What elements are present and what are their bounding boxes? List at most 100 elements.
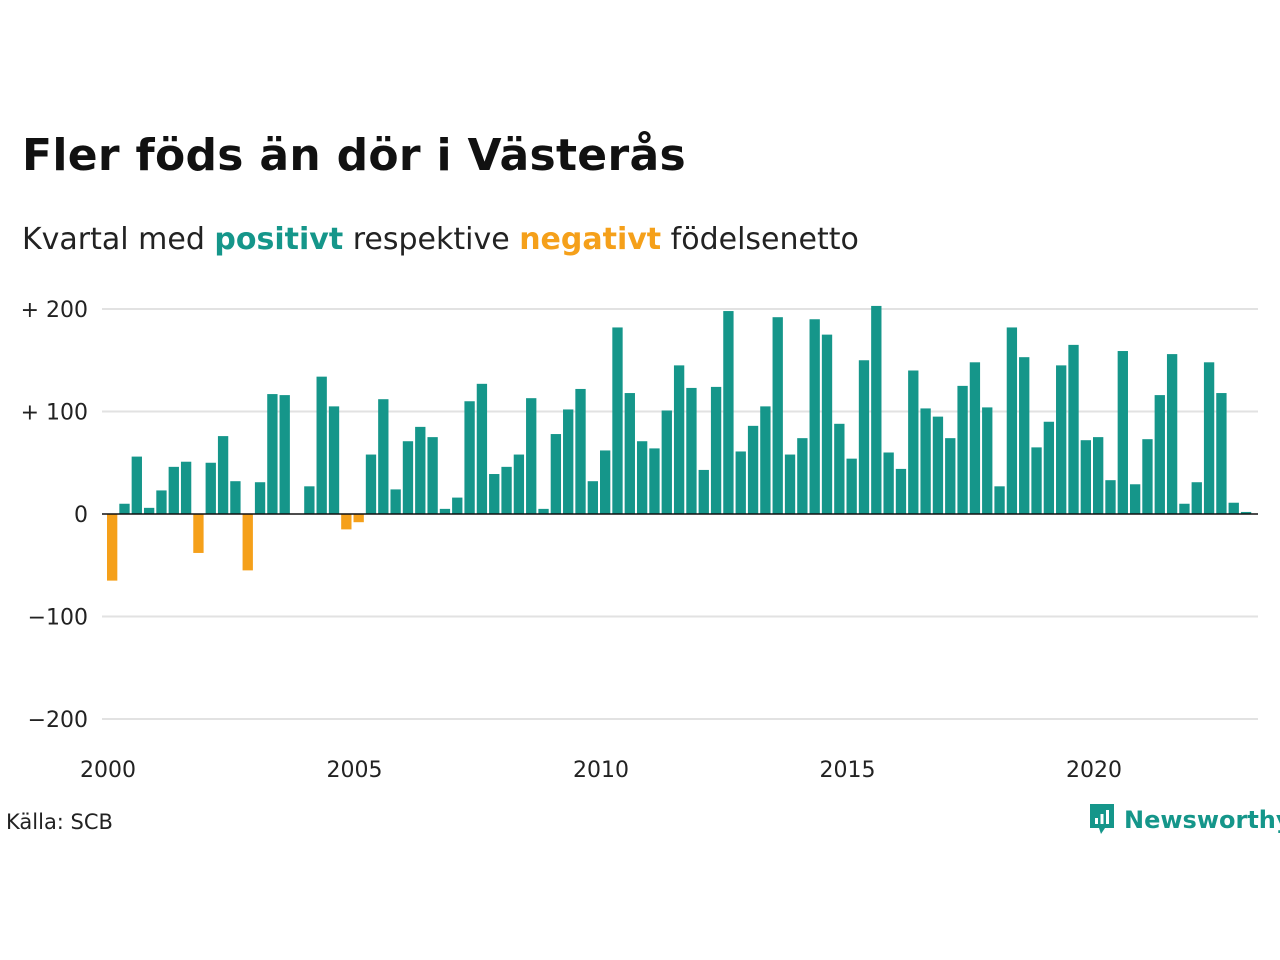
bar-2015-Q4 bbox=[883, 452, 894, 514]
bar-2010-Q4 bbox=[636, 441, 648, 514]
bar-2016-Q4 bbox=[932, 416, 944, 514]
bar-2021-Q1 bbox=[1142, 439, 1153, 514]
subtitle-middle: respektive bbox=[343, 222, 520, 257]
bar-2002-Q2 bbox=[217, 436, 229, 514]
bar-2016-Q2 bbox=[908, 370, 919, 514]
bar-2010-Q1 bbox=[600, 450, 611, 514]
bar-2019-Q3 bbox=[1068, 344, 1079, 514]
bar-2022-Q1 bbox=[1191, 482, 1202, 514]
bar-2022-Q3 bbox=[1216, 393, 1227, 514]
bar-2012-Q1 bbox=[698, 469, 709, 514]
bar-2013-Q2 bbox=[760, 406, 771, 514]
bar-2017-Q2 bbox=[957, 385, 968, 514]
bar-2016-Q3 bbox=[920, 408, 931, 514]
bar-2020-Q4 bbox=[1129, 484, 1141, 514]
y-tick-label: −100 bbox=[28, 606, 88, 631]
bar-2009-Q3 bbox=[575, 388, 586, 514]
source-note: Källa: SCB bbox=[6, 810, 113, 834]
bar-2007-Q4 bbox=[489, 474, 500, 514]
bar-2003-Q1 bbox=[254, 482, 266, 514]
bar-2012-Q3 bbox=[723, 311, 734, 514]
bar-2016-Q1 bbox=[895, 468, 907, 514]
bar-2018-Q2 bbox=[1006, 327, 1018, 514]
bar-2014-Q4 bbox=[834, 423, 845, 514]
bar-2006-Q2 bbox=[415, 426, 426, 514]
bar-2007-Q1 bbox=[452, 497, 463, 514]
bar-2020-Q1 bbox=[1093, 437, 1104, 514]
y-tick-label: + 200 bbox=[21, 298, 88, 323]
bar-2001-Q3 bbox=[180, 461, 192, 514]
bar-2001-Q1 bbox=[156, 490, 167, 514]
bar-2001-Q4 bbox=[193, 514, 204, 553]
bar-2000-Q1 bbox=[107, 514, 118, 581]
bar-2011-Q4 bbox=[686, 387, 697, 514]
bar-2020-Q2 bbox=[1105, 480, 1116, 514]
bar-2013-Q1 bbox=[747, 425, 759, 514]
bar-2011-Q2 bbox=[661, 410, 672, 514]
bar-2006-Q1 bbox=[402, 441, 414, 514]
bar-2014-Q2 bbox=[809, 319, 820, 514]
bar-2004-Q1 bbox=[304, 486, 315, 514]
bar-2008-Q2 bbox=[513, 454, 525, 514]
y-tick-label: −200 bbox=[28, 708, 88, 733]
bar-2000-Q3 bbox=[131, 456, 142, 514]
subtitle-suffix: födelsenetto bbox=[661, 222, 859, 257]
bar-2012-Q2 bbox=[710, 386, 722, 514]
x-tick-label: 2005 bbox=[327, 758, 383, 783]
x-tick-label: 2015 bbox=[820, 758, 876, 783]
subtitle-prefix: Kvartal med bbox=[22, 222, 215, 257]
bar-2009-Q1 bbox=[550, 434, 562, 514]
bar-2013-Q3 bbox=[772, 317, 783, 514]
bar-2018-Q3 bbox=[1019, 357, 1030, 514]
brand-logo: Newsworthy bbox=[1088, 802, 1280, 838]
bar-2017-Q3 bbox=[969, 362, 981, 514]
bar-2009-Q2 bbox=[563, 409, 574, 514]
bar-2012-Q4 bbox=[735, 451, 746, 514]
subtitle-negative-label: negativt bbox=[519, 222, 662, 257]
bar-2019-Q4 bbox=[1080, 440, 1091, 514]
x-tick-label: 2020 bbox=[1066, 758, 1122, 783]
bar-2000-Q4 bbox=[143, 507, 155, 514]
bar-2003-Q3 bbox=[279, 395, 290, 514]
bar-2017-Q4 bbox=[982, 407, 993, 514]
bar-2021-Q4 bbox=[1179, 503, 1190, 514]
bar-2019-Q2 bbox=[1056, 365, 1067, 514]
y-tick-label: + 100 bbox=[21, 401, 88, 426]
x-tick-label: 2010 bbox=[573, 758, 629, 783]
bar-2020-Q3 bbox=[1117, 351, 1128, 514]
bar-2005-Q4 bbox=[390, 489, 401, 514]
bar-2004-Q4 bbox=[341, 514, 352, 530]
bar-2008-Q1 bbox=[501, 466, 512, 514]
bar-2008-Q4 bbox=[538, 508, 549, 514]
bar-2007-Q3 bbox=[476, 383, 488, 514]
newsworthy-logo-icon bbox=[1090, 804, 1114, 834]
bar-2021-Q2 bbox=[1154, 395, 1165, 514]
brand-name: Newsworthy bbox=[1124, 806, 1280, 834]
bar-2018-Q1 bbox=[994, 486, 1005, 514]
bar-2019-Q1 bbox=[1043, 421, 1055, 514]
bar-2021-Q3 bbox=[1166, 354, 1178, 514]
y-tick-label: 0 bbox=[74, 503, 88, 528]
bar-2014-Q3 bbox=[821, 334, 833, 514]
bar-2011-Q3 bbox=[673, 365, 685, 514]
bar-2008-Q3 bbox=[526, 398, 537, 514]
subtitle-positive-label: positivt bbox=[214, 222, 344, 257]
bar-2010-Q2 bbox=[612, 327, 623, 514]
bar-2018-Q4 bbox=[1031, 447, 1042, 514]
bar-2022-Q4 bbox=[1228, 502, 1239, 514]
bar-2007-Q2 bbox=[464, 401, 475, 514]
bar-2015-Q1 bbox=[846, 458, 857, 514]
bar-2005-Q3 bbox=[378, 399, 389, 514]
bar-2013-Q4 bbox=[784, 454, 796, 514]
bar-2014-Q1 bbox=[797, 438, 808, 514]
bar-2005-Q2 bbox=[365, 454, 377, 514]
bar-2000-Q2 bbox=[119, 503, 130, 514]
bar-2005-Q1 bbox=[353, 514, 364, 523]
bar-2011-Q1 bbox=[649, 448, 660, 514]
chart-subtitle: Kvartal med positivt respektive negativt… bbox=[22, 222, 859, 258]
bar-2010-Q3 bbox=[624, 393, 635, 514]
chart-title: Fler föds än dör i Västerås bbox=[22, 130, 686, 181]
bar-2002-Q4 bbox=[242, 514, 253, 571]
bar-2022-Q2 bbox=[1203, 362, 1215, 514]
